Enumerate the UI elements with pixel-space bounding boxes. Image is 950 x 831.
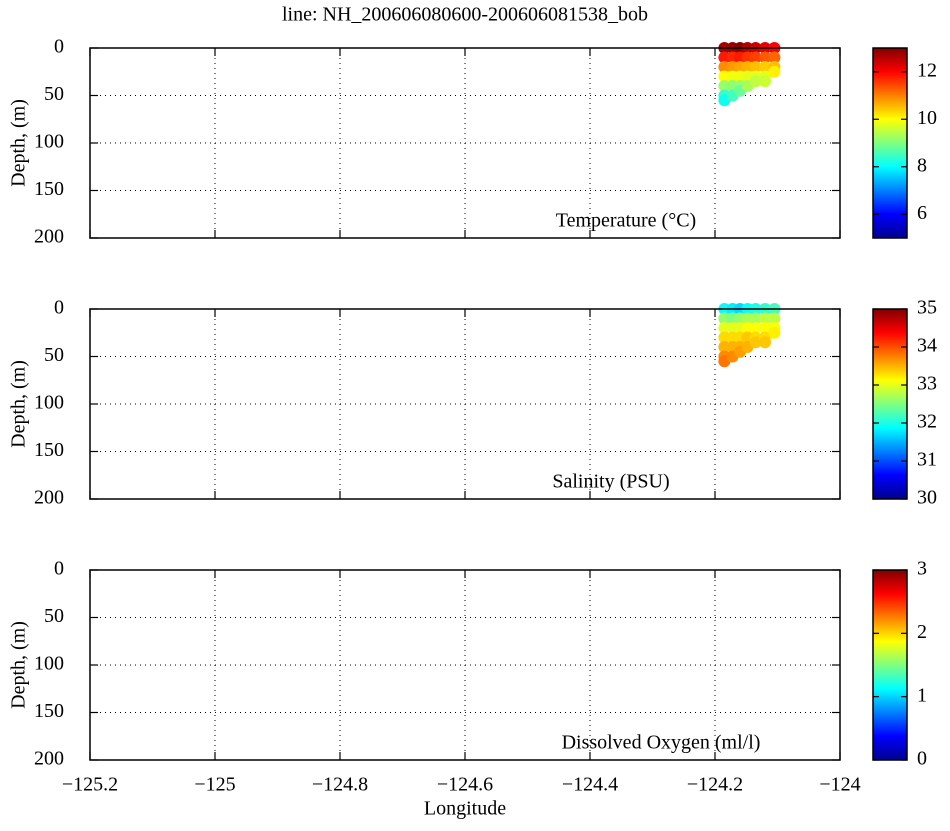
y-tick-label: 200	[34, 226, 64, 248]
colorbar-tick-label: 33	[917, 373, 937, 395]
x-tick-label: −124.6	[437, 774, 493, 796]
colorbar-tick-label: 35	[917, 297, 937, 319]
data-point	[768, 326, 781, 339]
colorbar-tick-label: 32	[917, 411, 937, 433]
data-point	[759, 61, 771, 73]
colorbar-tick-label: 34	[917, 335, 937, 357]
colorbar	[872, 47, 908, 239]
data-point	[759, 322, 771, 334]
x-tick-label: −124.4	[562, 774, 618, 796]
y-tick-label: 150	[34, 700, 64, 722]
y-tick-label: 100	[34, 392, 64, 414]
x-tick-label: −125.2	[62, 774, 118, 796]
annotation: Temperature (°C)	[556, 210, 696, 232]
colorbar-tick-label: 6	[917, 202, 927, 224]
y-tick-label: 200	[34, 748, 64, 770]
colorbar-tick-label: 12	[917, 59, 937, 81]
y-tick-label: 0	[54, 558, 64, 580]
y-axis-label: Depth, (m)	[8, 621, 30, 709]
colorbar	[872, 569, 908, 761]
data-point	[759, 75, 771, 88]
y-tick-label: 0	[54, 36, 64, 58]
y-axis-label: Depth, (m)	[8, 360, 30, 448]
colorbar-tick-label: 30	[917, 487, 937, 509]
y-tick-label: 150	[34, 178, 64, 200]
annotation: Salinity (PSU)	[552, 471, 669, 493]
data-point	[768, 51, 781, 64]
x-tick-label: −124.8	[312, 774, 368, 796]
y-axis-label: Depth, (m)	[8, 99, 30, 187]
y-tick-label: 50	[44, 344, 64, 366]
colorbar-tick-label: 2	[917, 621, 927, 643]
plot-frame	[89, 47, 841, 239]
x-tick-label: −124	[819, 774, 860, 796]
data-point	[759, 51, 771, 64]
colorbar-tick-label: 0	[917, 748, 927, 770]
data-point	[759, 312, 771, 325]
colorbar-tick-label: 31	[917, 449, 937, 471]
plot-frame	[89, 569, 841, 761]
data-point	[768, 312, 781, 325]
y-tick-label: 50	[44, 605, 64, 627]
colorbar-tick-label: 3	[917, 558, 927, 580]
y-tick-label: 50	[44, 83, 64, 105]
x-tick-label: −125	[194, 774, 235, 796]
chart-title: line: NH_200606080600-200606081538_bob	[282, 4, 648, 26]
data-point	[749, 75, 762, 88]
y-tick-label: 100	[34, 653, 64, 675]
colorbar	[872, 308, 908, 500]
y-tick-label: 150	[34, 439, 64, 461]
colorbar-tick-label: 10	[917, 107, 937, 129]
data-point	[768, 65, 781, 78]
data-point	[749, 336, 762, 349]
x-tick-label: −124.2	[687, 774, 743, 796]
data-point	[749, 51, 762, 64]
colorbar-tick-label: 1	[917, 684, 927, 706]
annotation: Dissolved Oxygen (ml/l)	[562, 732, 761, 754]
y-tick-label: 0	[54, 297, 64, 319]
data-point	[749, 322, 762, 334]
colorbar-tick-label: 8	[917, 154, 927, 176]
y-tick-label: 200	[34, 487, 64, 509]
x-axis-label: Longitude	[424, 798, 506, 820]
plot-frame	[89, 308, 841, 500]
data-point	[749, 61, 762, 73]
data-point	[749, 312, 762, 325]
y-tick-label: 100	[34, 131, 64, 153]
data-point	[759, 336, 771, 349]
